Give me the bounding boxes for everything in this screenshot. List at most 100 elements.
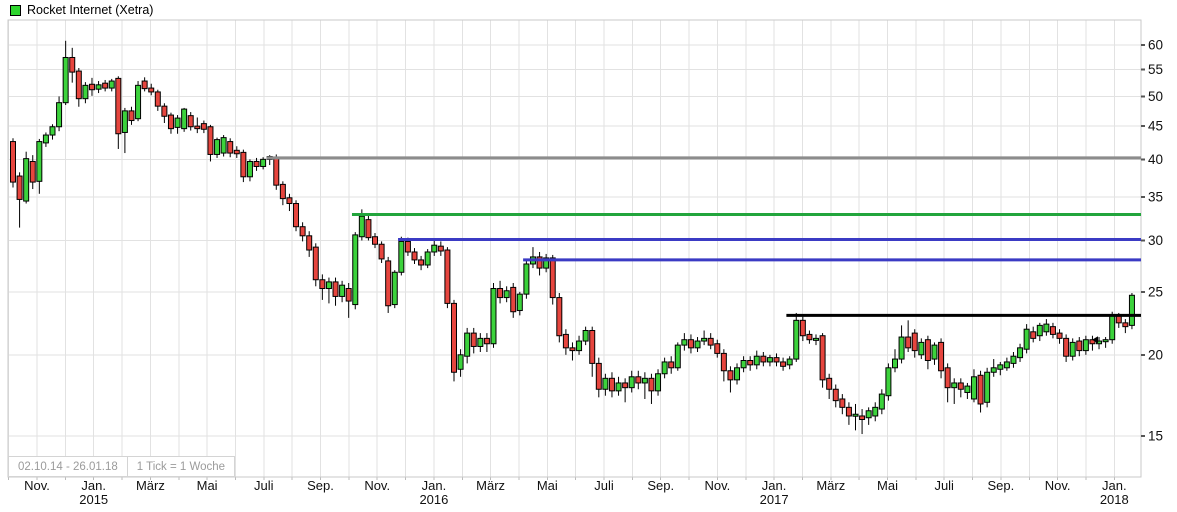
candle xyxy=(214,137,221,158)
candle-body xyxy=(523,263,530,295)
candle-body xyxy=(957,382,964,390)
candle xyxy=(246,159,253,182)
candle-body xyxy=(187,115,194,128)
candle xyxy=(872,402,879,422)
candle xyxy=(990,359,997,377)
candle xyxy=(957,378,964,398)
candle-body xyxy=(444,249,451,304)
candle-body xyxy=(115,77,122,135)
x-tick-label: Jan. xyxy=(422,478,447,493)
candle-body xyxy=(569,347,576,352)
x-tick-label: Juli xyxy=(934,478,954,493)
candle xyxy=(510,282,517,318)
candle-body xyxy=(273,156,280,186)
candle-body xyxy=(589,330,596,364)
candle xyxy=(1096,337,1103,350)
candle xyxy=(207,124,214,162)
candle xyxy=(1102,337,1109,348)
candle-body xyxy=(839,398,846,408)
candle xyxy=(161,103,168,124)
candle xyxy=(1043,319,1050,336)
candle xyxy=(964,382,971,399)
candle xyxy=(477,333,484,352)
candle-body xyxy=(740,360,747,369)
candle xyxy=(694,337,701,352)
candle-body xyxy=(431,244,438,253)
candle-body xyxy=(154,91,161,107)
x-tick-label: Sep. xyxy=(647,478,674,493)
candle-body xyxy=(457,354,464,370)
candle xyxy=(470,327,477,354)
candle-body xyxy=(918,341,925,356)
candle xyxy=(279,181,286,206)
candle xyxy=(1036,322,1043,342)
candle-body xyxy=(622,382,629,389)
candle xyxy=(582,326,589,346)
legend-label: Rocket Internet (Xetra) xyxy=(27,3,154,17)
candle xyxy=(240,149,247,183)
candle-body xyxy=(306,235,313,251)
candle xyxy=(437,241,444,256)
candle-body xyxy=(780,361,787,367)
candle xyxy=(312,243,319,287)
candle xyxy=(325,277,332,304)
candle xyxy=(648,373,655,404)
candle-body xyxy=(813,337,820,341)
candle xyxy=(154,89,161,111)
candle-body xyxy=(1069,341,1076,357)
candle xyxy=(1056,329,1063,344)
candle xyxy=(905,320,912,352)
candle-body xyxy=(964,385,971,393)
candle xyxy=(385,256,392,313)
x-tick-label: Mai xyxy=(197,478,218,493)
candle-body xyxy=(806,333,813,341)
info-strip: 02.10.14 - 26.01.18 1 Tick = 1 Woche xyxy=(8,456,236,477)
candle xyxy=(918,338,925,360)
candle-body xyxy=(628,376,635,389)
candle-body xyxy=(516,293,523,312)
candle xyxy=(859,409,866,435)
candle xyxy=(319,274,326,300)
candle-body xyxy=(865,410,872,419)
candle-body xyxy=(766,357,773,363)
x-year-label: 2018 xyxy=(1100,492,1129,507)
candle-body xyxy=(859,415,866,420)
candle-body xyxy=(167,114,174,130)
y-tick-label: 50 xyxy=(1148,89,1163,104)
candle xyxy=(233,146,240,158)
candle xyxy=(549,254,556,305)
candle xyxy=(424,249,431,269)
candle-body xyxy=(483,337,490,345)
x-tick-label: Sep. xyxy=(988,478,1015,493)
y-tick-label: 15 xyxy=(1148,428,1163,443)
candle xyxy=(898,325,905,364)
candle xyxy=(924,335,931,370)
candle xyxy=(668,356,675,374)
candle-body xyxy=(1003,361,1010,369)
candle-body xyxy=(977,374,984,405)
candle-body xyxy=(944,367,951,389)
x-tick-label: Nov. xyxy=(24,478,50,493)
candle xyxy=(260,157,267,170)
candle xyxy=(391,270,398,309)
candle-body xyxy=(404,240,411,253)
candle xyxy=(115,76,122,149)
candle xyxy=(635,370,642,390)
candle xyxy=(418,255,425,271)
candle xyxy=(793,312,800,362)
candle xyxy=(450,299,457,382)
candle-body xyxy=(82,84,89,100)
candle xyxy=(984,367,991,408)
x-tick-label: Mai xyxy=(537,478,558,493)
candle-body xyxy=(714,343,721,354)
candle-body xyxy=(36,141,43,182)
candle-body xyxy=(240,151,247,178)
candle xyxy=(576,335,583,355)
candle xyxy=(951,378,958,404)
candle-body xyxy=(135,84,142,120)
candle-body xyxy=(42,134,49,144)
candle xyxy=(1076,337,1083,357)
candle-body xyxy=(23,158,30,202)
candle-body xyxy=(102,82,109,89)
